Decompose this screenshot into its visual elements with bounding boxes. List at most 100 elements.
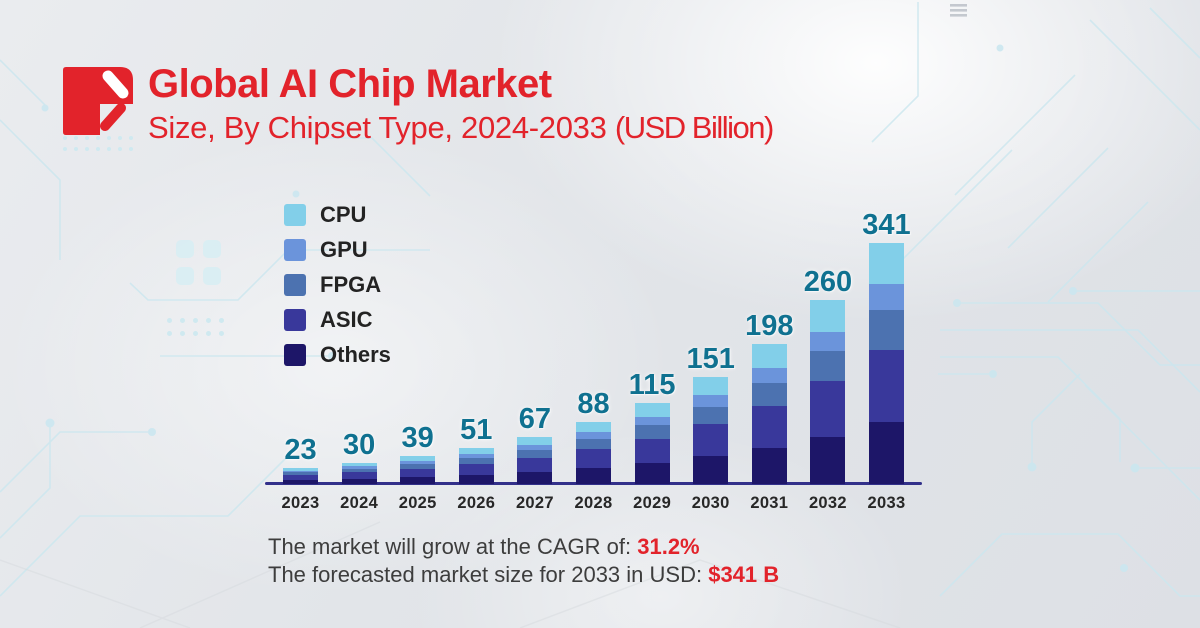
bar-segment-fpga-2028: [576, 439, 611, 450]
bar-value-2032: 260: [803, 266, 853, 299]
bar-value-2024: 30: [342, 428, 376, 461]
bar-value-2023: 23: [284, 433, 317, 466]
bar-2026: [458, 447, 494, 484]
legend-swatch-gpu: [284, 239, 306, 261]
bar-segment-cpu-2023: [283, 467, 318, 471]
bar-2032: [810, 300, 846, 484]
bar-segment-cpu-2025: [400, 456, 436, 462]
bar-segment-others-2027: [517, 471, 553, 484]
bar-segment-cpu-2030: [693, 377, 729, 396]
legend-label: ASIC: [320, 307, 373, 332]
bar-segment-others-2032: [810, 436, 846, 484]
legend-swatch-asic: [284, 309, 306, 331]
bar-segment-others-2031: [751, 447, 787, 484]
year-label-2033: 2033: [867, 494, 906, 512]
bar-segment-asic-2023: [283, 474, 318, 480]
year-label-2024: 2024: [340, 494, 379, 512]
bar-segment-gpu-2030: [693, 395, 729, 407]
deco-dot-grid-logo: [63, 136, 133, 151]
bar-segment-asic-2026: [458, 463, 494, 475]
bar-2031: [751, 344, 787, 484]
bar-segment-gpu-2033: [869, 283, 904, 310]
bar-segment-others-2025: [400, 476, 436, 484]
cagr-value: 31.2%: [637, 534, 700, 559]
chart-legend: CPU GPU FPGA ASIC Others: [284, 202, 391, 379]
bar-segment-fpga-2031: [751, 382, 787, 406]
bar-segment-cpu-2028: [576, 421, 611, 433]
page-title: Global AI Chip Market: [148, 62, 552, 106]
forecast-value: $341 B: [708, 562, 780, 587]
subtitle-text: Size, By Chipset Type, 2024-2033: [148, 110, 607, 145]
bar-segment-cpu-2027: [517, 436, 553, 445]
bar-segment-asic-2029: [634, 438, 670, 464]
year-label-2031: 2031: [750, 494, 789, 512]
bar-segment-fpga-2027: [517, 449, 553, 458]
bar-segment-cpu-2026: [458, 447, 494, 455]
year-label-2029: 2029: [633, 494, 672, 512]
legend-label: FPGA: [320, 272, 382, 297]
bar-segment-cpu-2033: [869, 243, 904, 284]
bar-2028: [576, 421, 611, 484]
bar-segment-asic-2027: [517, 457, 553, 472]
legend-swatch-fpga: [284, 274, 306, 296]
bar-segment-fpga-2023: [283, 472, 318, 475]
bar-2024: [341, 462, 377, 485]
bar-2029: [634, 402, 670, 485]
bar-segment-asic-2032: [810, 381, 846, 437]
bar-segment-gpu-2024: [341, 466, 377, 469]
bar-2025: [400, 456, 436, 484]
year-label-2025: 2025: [398, 494, 437, 512]
legend-swatch-others: [284, 344, 306, 366]
bar-value-2025: 39: [401, 422, 434, 455]
year-label-2026: 2026: [457, 494, 496, 512]
bar-segment-fpga-2032: [810, 351, 846, 382]
bar-segment-cpu-2029: [634, 402, 670, 417]
bar-segment-cpu-2031: [751, 344, 787, 368]
bar-segment-fpga-2024: [341, 468, 377, 473]
bar-segment-others-2028: [576, 467, 611, 484]
subtitle-unit: (USD Billion): [614, 110, 774, 145]
bar-segment-gpu-2025: [400, 461, 436, 465]
legend-item-gpu: GPU: [284, 237, 391, 262]
legend-item-asic: ASIC: [284, 307, 391, 332]
bar-value-2026: 51: [460, 413, 493, 446]
legend-item-fpga: FPGA: [284, 272, 391, 297]
bar-segment-cpu-2032: [810, 300, 846, 332]
deco-dot-grid-left: [167, 318, 224, 336]
bar-segment-fpga-2025: [400, 464, 436, 469]
forecast-note: The forecasted market size for 2033 in U…: [268, 562, 780, 587]
bar-segment-gpu-2023: [283, 470, 318, 473]
year-label-2030: 2030: [691, 494, 730, 512]
bar-segment-fpga-2029: [634, 425, 670, 439]
bar-segment-cpu-2024: [341, 462, 377, 467]
bar-segment-gpu-2031: [751, 367, 787, 383]
bar-segment-fpga-2033: [869, 309, 904, 350]
bar-segment-others-2030: [693, 456, 729, 484]
year-label-2023: 2023: [281, 494, 320, 512]
year-label-2032: 2032: [808, 494, 847, 512]
bar-segment-asic-2024: [341, 472, 377, 479]
bar-value-2030: 151: [686, 343, 735, 376]
page-subtitle: Size, By Chipset Type, 2024-2033 (USD Bi…: [148, 110, 774, 146]
bar-segment-others-2033: [869, 421, 904, 484]
bar-segment-asic-2025: [400, 468, 436, 477]
year-label-2028: 2028: [574, 494, 613, 512]
bar-value-2033: 341: [862, 209, 911, 241]
bar-value-2028: 88: [577, 387, 610, 420]
bar-segment-asic-2028: [576, 449, 611, 468]
bar-segment-asic-2033: [869, 349, 904, 422]
bar-2030: [693, 377, 729, 484]
bar-2023: [283, 467, 318, 484]
bar-segment-asic-2031: [751, 405, 787, 448]
bar-value-2027: 67: [518, 402, 552, 435]
bar-segment-others-2023: [283, 479, 318, 484]
bar-value-2029: 115: [628, 368, 676, 401]
brand-logo-icon: [63, 67, 133, 135]
bar-value-2031: 198: [745, 310, 794, 343]
legend-label: GPU: [320, 237, 368, 262]
legend-item-cpu: CPU: [284, 202, 391, 227]
bar-segment-gpu-2028: [576, 432, 611, 440]
